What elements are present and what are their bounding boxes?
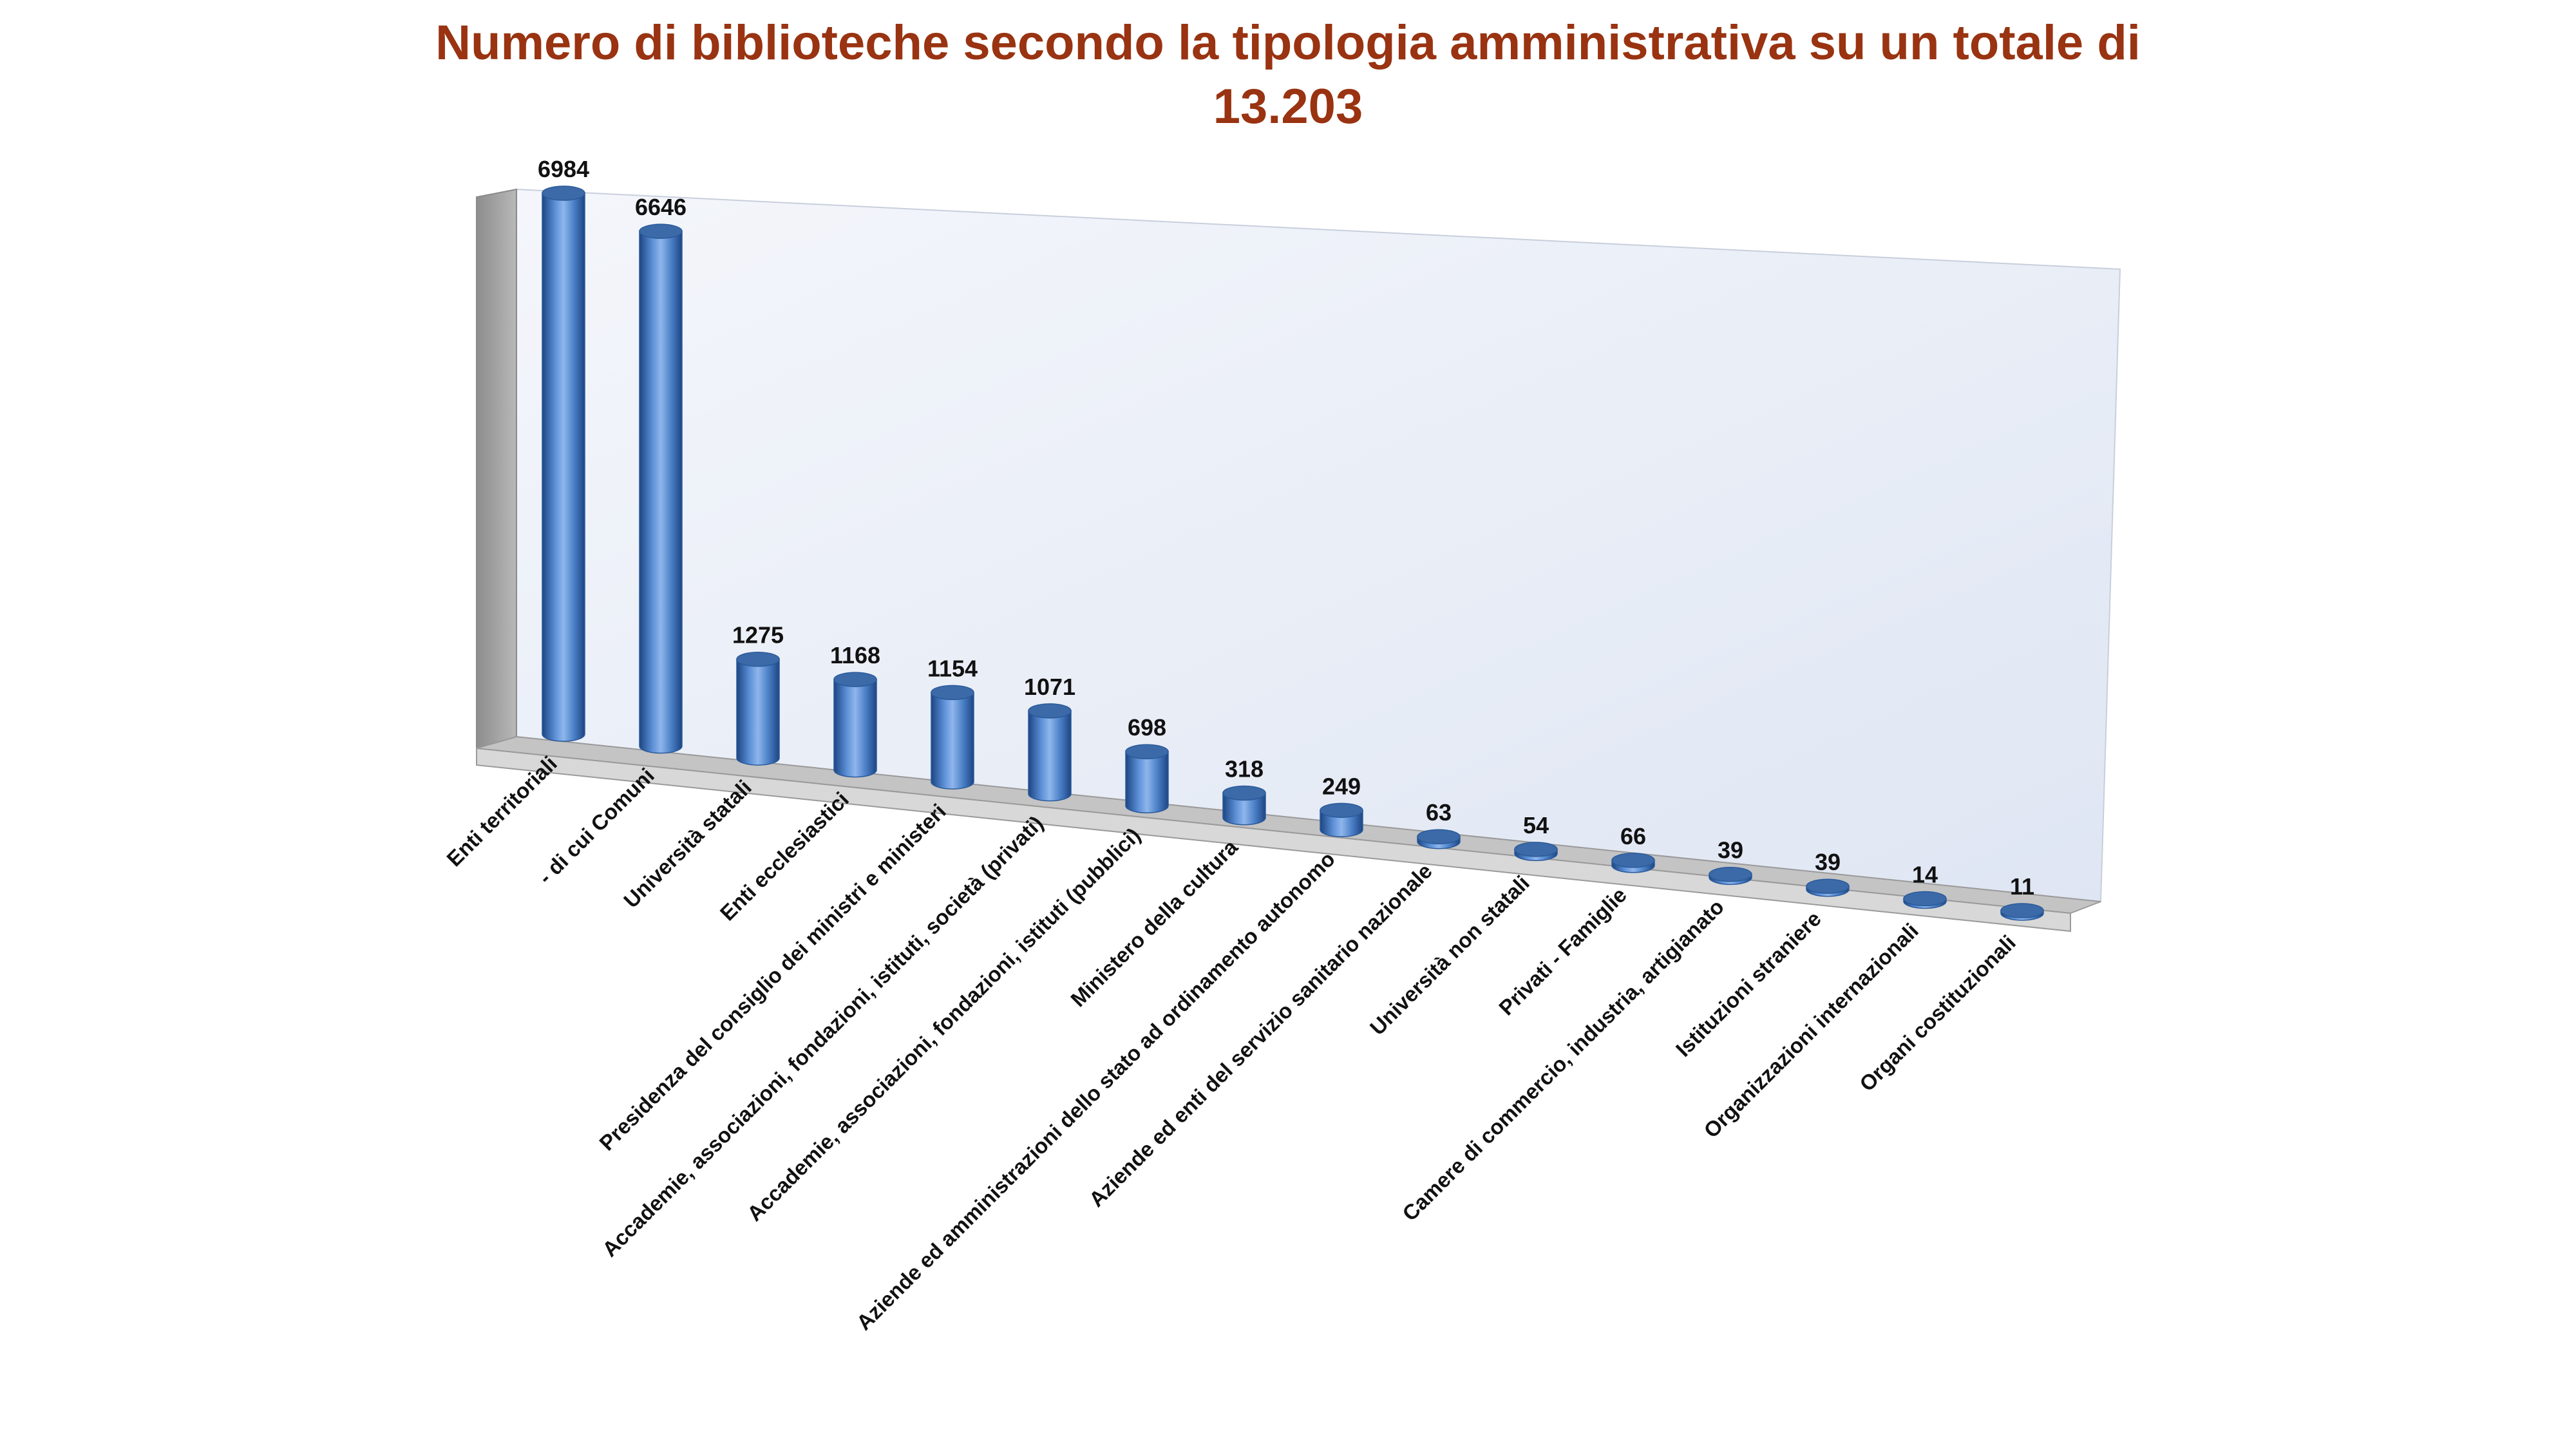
- bar: [1417, 829, 1461, 849]
- bar: [1806, 878, 1850, 897]
- chart-title: Numero di biblioteche secondo la tipolog…: [435, 15, 2141, 134]
- bar: [639, 223, 683, 754]
- data-label: 6984: [538, 156, 589, 182]
- category-label: Enti territoriali: [442, 752, 562, 871]
- bar: [1611, 853, 1655, 873]
- side-wall: [476, 188, 517, 750]
- data-label: 11: [2010, 873, 2034, 900]
- category-label: Organizzazioni internazionali: [1699, 918, 1923, 1142]
- data-label: 63: [1426, 799, 1452, 826]
- data-label: 249: [1322, 773, 1361, 799]
- data-label: 14: [1912, 861, 1938, 887]
- data-label: 1154: [927, 655, 978, 681]
- bar: [833, 672, 877, 778]
- bar: [2000, 903, 2044, 921]
- category-label: Accademie, associazioni, fondazioni, ist…: [743, 823, 1145, 1226]
- bar: [1028, 703, 1072, 802]
- bar: [1903, 891, 1947, 909]
- data-label: 39: [1718, 837, 1743, 864]
- data-label: 1168: [830, 642, 880, 668]
- category-label: - di cui Comuni: [533, 763, 659, 889]
- data-label: 6646: [635, 194, 687, 220]
- bar: [931, 685, 974, 790]
- bar: [736, 651, 780, 766]
- data-label: 318: [1225, 755, 1264, 782]
- data-label: 1071: [1024, 674, 1075, 700]
- bar: [542, 185, 585, 742]
- bar: [1125, 744, 1169, 813]
- data-label: 54: [1523, 812, 1549, 838]
- data-label: 698: [1128, 714, 1166, 741]
- data-label: 39: [1815, 849, 1841, 875]
- bar: [1709, 866, 1752, 886]
- bar: [1320, 802, 1363, 838]
- bar: [1514, 842, 1558, 862]
- data-label: 66: [1620, 823, 1646, 849]
- bar: [1222, 785, 1266, 826]
- data-label: 1275: [732, 622, 784, 649]
